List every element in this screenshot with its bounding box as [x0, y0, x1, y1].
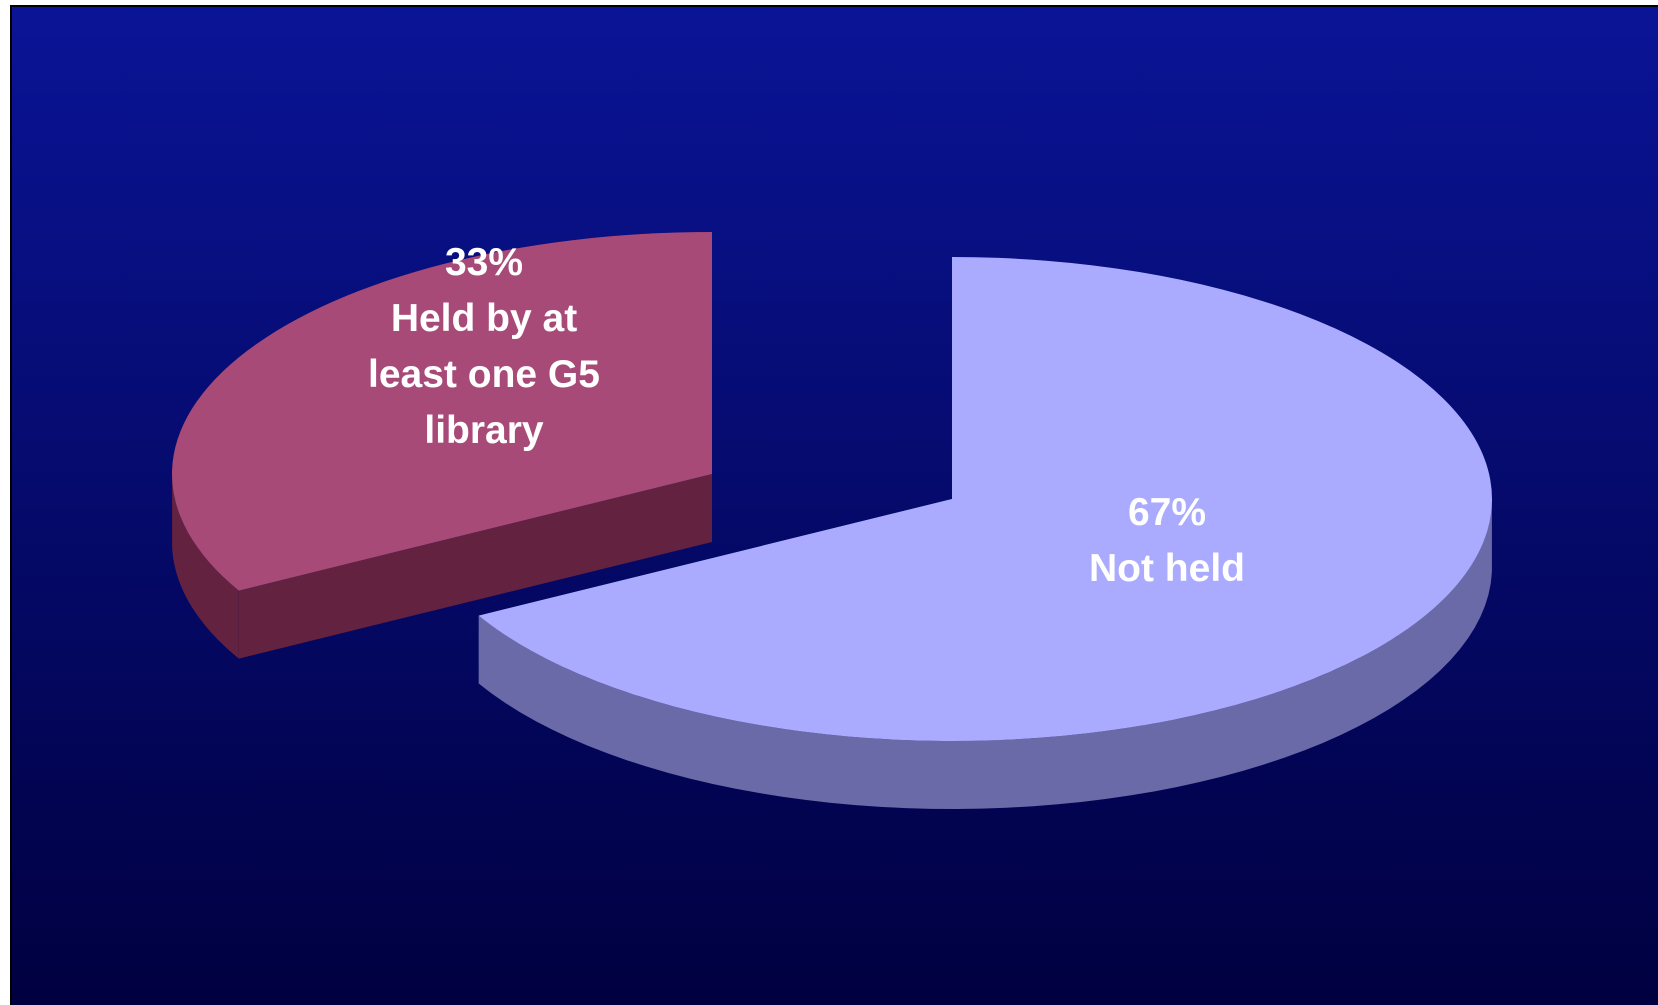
- slice-label-1: 33% Held by at least one G5 library: [368, 241, 600, 452]
- slice-label-line: 33%: [445, 241, 523, 284]
- slice-label-line: Not held: [1089, 547, 1245, 590]
- slice-side-2: [478, 503, 1492, 809]
- slice-cut-wall-1-1: [238, 474, 713, 659]
- slice-label-line: library: [424, 409, 544, 452]
- slice-side-1: [172, 478, 239, 659]
- slice-label-2: 67% Not held: [1089, 491, 1245, 590]
- slices-layer: [172, 232, 1492, 809]
- chart-area: 33% Held by at least one G5 library 67% Not h…: [10, 5, 1658, 1005]
- slice-top-1: [172, 232, 713, 591]
- slice-top-2: [478, 257, 1492, 741]
- pie-chart: 33% Held by at least one G5 library 67% Not h…: [12, 7, 1658, 1005]
- slice-label-line: 67%: [1128, 491, 1206, 534]
- labels-layer: 33% Held by at least one G5 library 67% Not h…: [368, 241, 1245, 590]
- slice-label-line: least one G5: [368, 353, 600, 396]
- pie-slice-2: [478, 257, 1492, 809]
- slice-label-line: Held by at: [391, 297, 577, 340]
- pie-slice-1: [172, 232, 713, 659]
